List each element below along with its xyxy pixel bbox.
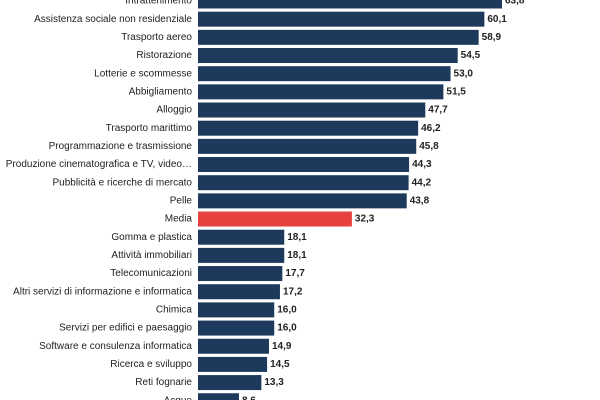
value-label: 16,0 — [277, 305, 297, 316]
value-label: 60,1 — [487, 14, 507, 25]
value-label: 17,2 — [283, 286, 303, 297]
value-label: 17,7 — [285, 268, 305, 279]
bar — [198, 247, 285, 263]
y-tick-label: Acque — [164, 395, 193, 400]
y-tick-label: Alloggio — [156, 105, 192, 116]
y-tick-label: Attività immobiliari — [111, 250, 192, 261]
y-tick-label: Abbigliamento — [129, 86, 193, 97]
value-label: 18,1 — [287, 232, 307, 243]
value-label: 18,1 — [287, 250, 307, 261]
value-label: 16,0 — [277, 323, 297, 334]
value-label: 44,2 — [412, 177, 432, 188]
y-tick-label: Programmazione e trasmissione — [49, 141, 193, 152]
y-tick-label: Produzione cinematografica e TV, video… — [6, 159, 192, 170]
y-tick-label: Altri servizi di informazione e informat… — [13, 286, 192, 297]
bar — [198, 11, 485, 27]
value-label: 43,8 — [410, 196, 430, 207]
value-label: 13,3 — [264, 377, 284, 388]
y-tick-label: Intrattenimento — [125, 0, 192, 7]
value-label: 45,8 — [419, 141, 439, 152]
bar — [198, 175, 409, 191]
bar — [198, 102, 426, 118]
value-label: 58,9 — [482, 32, 502, 43]
y-tick-label: Ristorazione — [136, 50, 192, 61]
value-label: 51,5 — [446, 86, 466, 97]
bar — [198, 157, 410, 173]
bar — [198, 138, 417, 154]
bar — [198, 0, 502, 9]
bar — [198, 211, 352, 227]
bar — [198, 229, 285, 245]
y-tick-label: Ricerca e sviluppo — [110, 359, 192, 370]
y-tick-label: Pelle — [170, 196, 193, 207]
value-label: 32,3 — [355, 214, 375, 225]
y-tick-label: Assistenza sociale non residenziale — [34, 14, 192, 25]
y-tick-label: Chimica — [156, 305, 193, 316]
bar — [198, 302, 275, 318]
bar — [198, 375, 262, 391]
y-tick-label: Lotterie e scommesse — [94, 68, 192, 79]
value-label: 14,5 — [270, 359, 290, 370]
bar — [198, 120, 419, 136]
value-label: 47,7 — [428, 105, 448, 116]
bar — [198, 320, 275, 336]
y-tick-label: Gomma e plastica — [111, 232, 192, 243]
bar — [198, 338, 269, 354]
value-label: 63,8 — [505, 0, 525, 7]
bar — [198, 29, 479, 45]
y-tick-label: Media — [165, 214, 193, 225]
y-tick-label: Trasporto marittimo — [106, 123, 193, 134]
y-tick-label: Pubblicità e ricerche di mercato — [52, 177, 192, 188]
value-label: 53,0 — [454, 68, 474, 79]
bar — [198, 48, 458, 64]
bar — [198, 66, 451, 82]
value-label: 8,6 — [242, 395, 256, 400]
y-tick-label: Reti fognarie — [135, 377, 192, 388]
bar — [198, 393, 239, 400]
bar — [198, 284, 280, 300]
value-label: 14,9 — [272, 341, 292, 352]
y-tick-label: Trasporto aereo — [121, 32, 192, 43]
value-label: 54,5 — [461, 50, 481, 61]
bar — [198, 193, 407, 209]
y-tick-label: Servizi per edifici e paesaggio — [59, 323, 192, 334]
y-tick-label: Software e consulenza informatica — [39, 341, 192, 352]
bar — [198, 266, 283, 282]
bar — [198, 356, 268, 372]
y-tick-label: Telecomunicazioni — [110, 268, 192, 279]
bar — [198, 84, 444, 100]
value-label: 46,2 — [421, 123, 441, 134]
value-label: 44,3 — [412, 159, 432, 170]
